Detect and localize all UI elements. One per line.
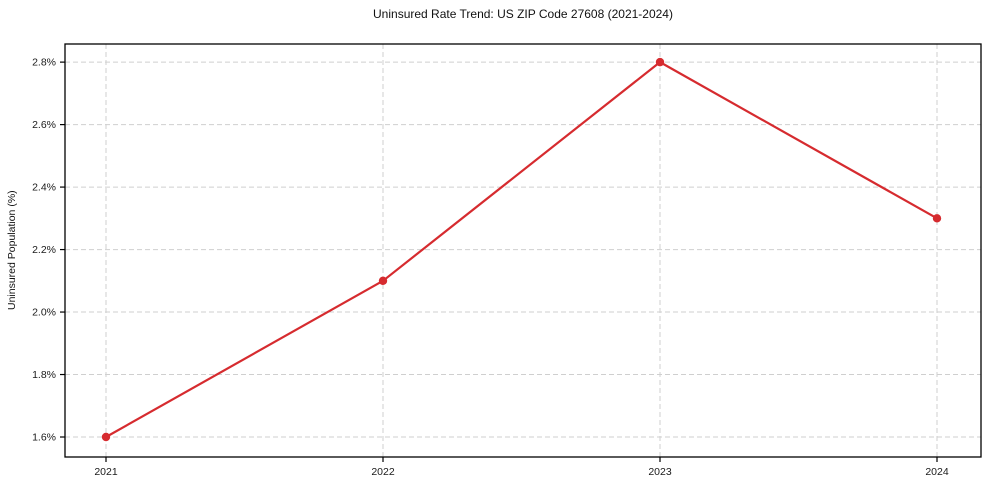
trend-line	[104, 61, 939, 439]
y-tick-label: 2.6%	[32, 119, 56, 131]
y-tick-label: 2.4%	[32, 182, 56, 194]
y-tick-label: 2.2%	[32, 244, 56, 256]
y-tick-label: 2.0%	[32, 307, 56, 319]
data-point	[101, 432, 111, 442]
plot-border	[64, 43, 982, 458]
y-tick-label: 2.8%	[32, 57, 56, 69]
y-tick-label: 1.8%	[32, 369, 56, 381]
x-tick-label: 2023	[648, 466, 672, 478]
chart-title: Uninsured Rate Trend: US ZIP Code 27608 …	[373, 7, 673, 21]
x-tick-label: 2022	[371, 466, 395, 478]
data-point	[932, 214, 942, 223]
y-tick-label: 1.6%	[32, 432, 56, 444]
data-point	[378, 276, 388, 286]
x-tick-label: 2021	[94, 466, 118, 478]
data-point	[655, 57, 665, 67]
x-tick-label: 2024	[925, 466, 949, 478]
